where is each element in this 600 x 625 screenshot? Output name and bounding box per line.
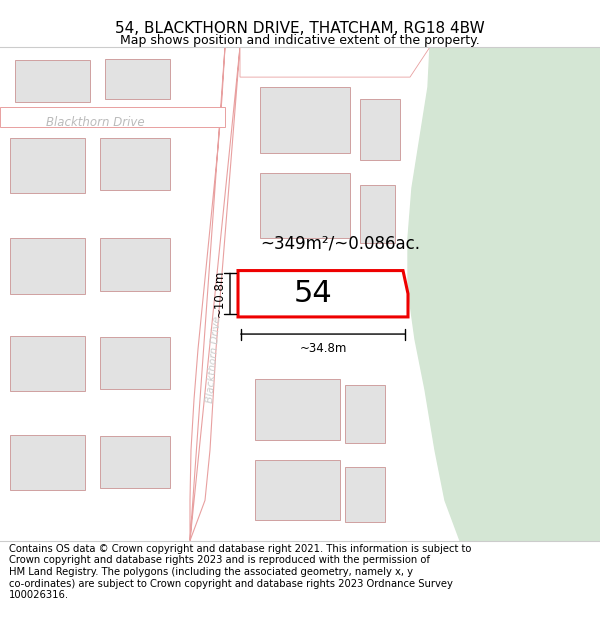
Text: ~10.8m: ~10.8m [213,270,226,318]
Text: 54, BLACKTHORN DRIVE, THATCHAM, RG18 4BW: 54, BLACKTHORN DRIVE, THATCHAM, RG18 4BW [115,21,485,36]
Text: 54: 54 [293,279,332,308]
Polygon shape [238,271,408,317]
Text: Map shows position and indicative extent of the property.: Map shows position and indicative extent… [120,34,480,47]
Text: Blackthorn Drive: Blackthorn Drive [205,316,223,403]
Polygon shape [190,47,240,541]
Bar [100,138,170,190]
Bar [345,386,385,443]
Polygon shape [408,47,600,541]
Bar [15,60,90,102]
Bar [360,99,400,160]
Polygon shape [0,107,225,127]
Bar [10,138,85,193]
Bar [345,467,385,522]
Bar [260,173,350,238]
Text: Contains OS data © Crown copyright and database right 2021. This information is : Contains OS data © Crown copyright and d… [9,544,472,600]
Bar [10,435,85,490]
Bar [100,337,170,389]
Bar [360,185,395,243]
Text: ~349m²/~0.086ac.: ~349m²/~0.086ac. [260,234,420,253]
Bar [255,460,340,521]
Text: ~34.8m: ~34.8m [299,342,347,355]
Polygon shape [240,47,430,77]
Bar [105,59,170,99]
Text: Blackthorn Drive: Blackthorn Drive [46,116,145,129]
Bar [10,238,85,294]
Bar [10,336,85,391]
Bar [260,87,350,152]
Bar [100,436,170,488]
Bar [100,238,170,291]
Bar [255,379,340,440]
